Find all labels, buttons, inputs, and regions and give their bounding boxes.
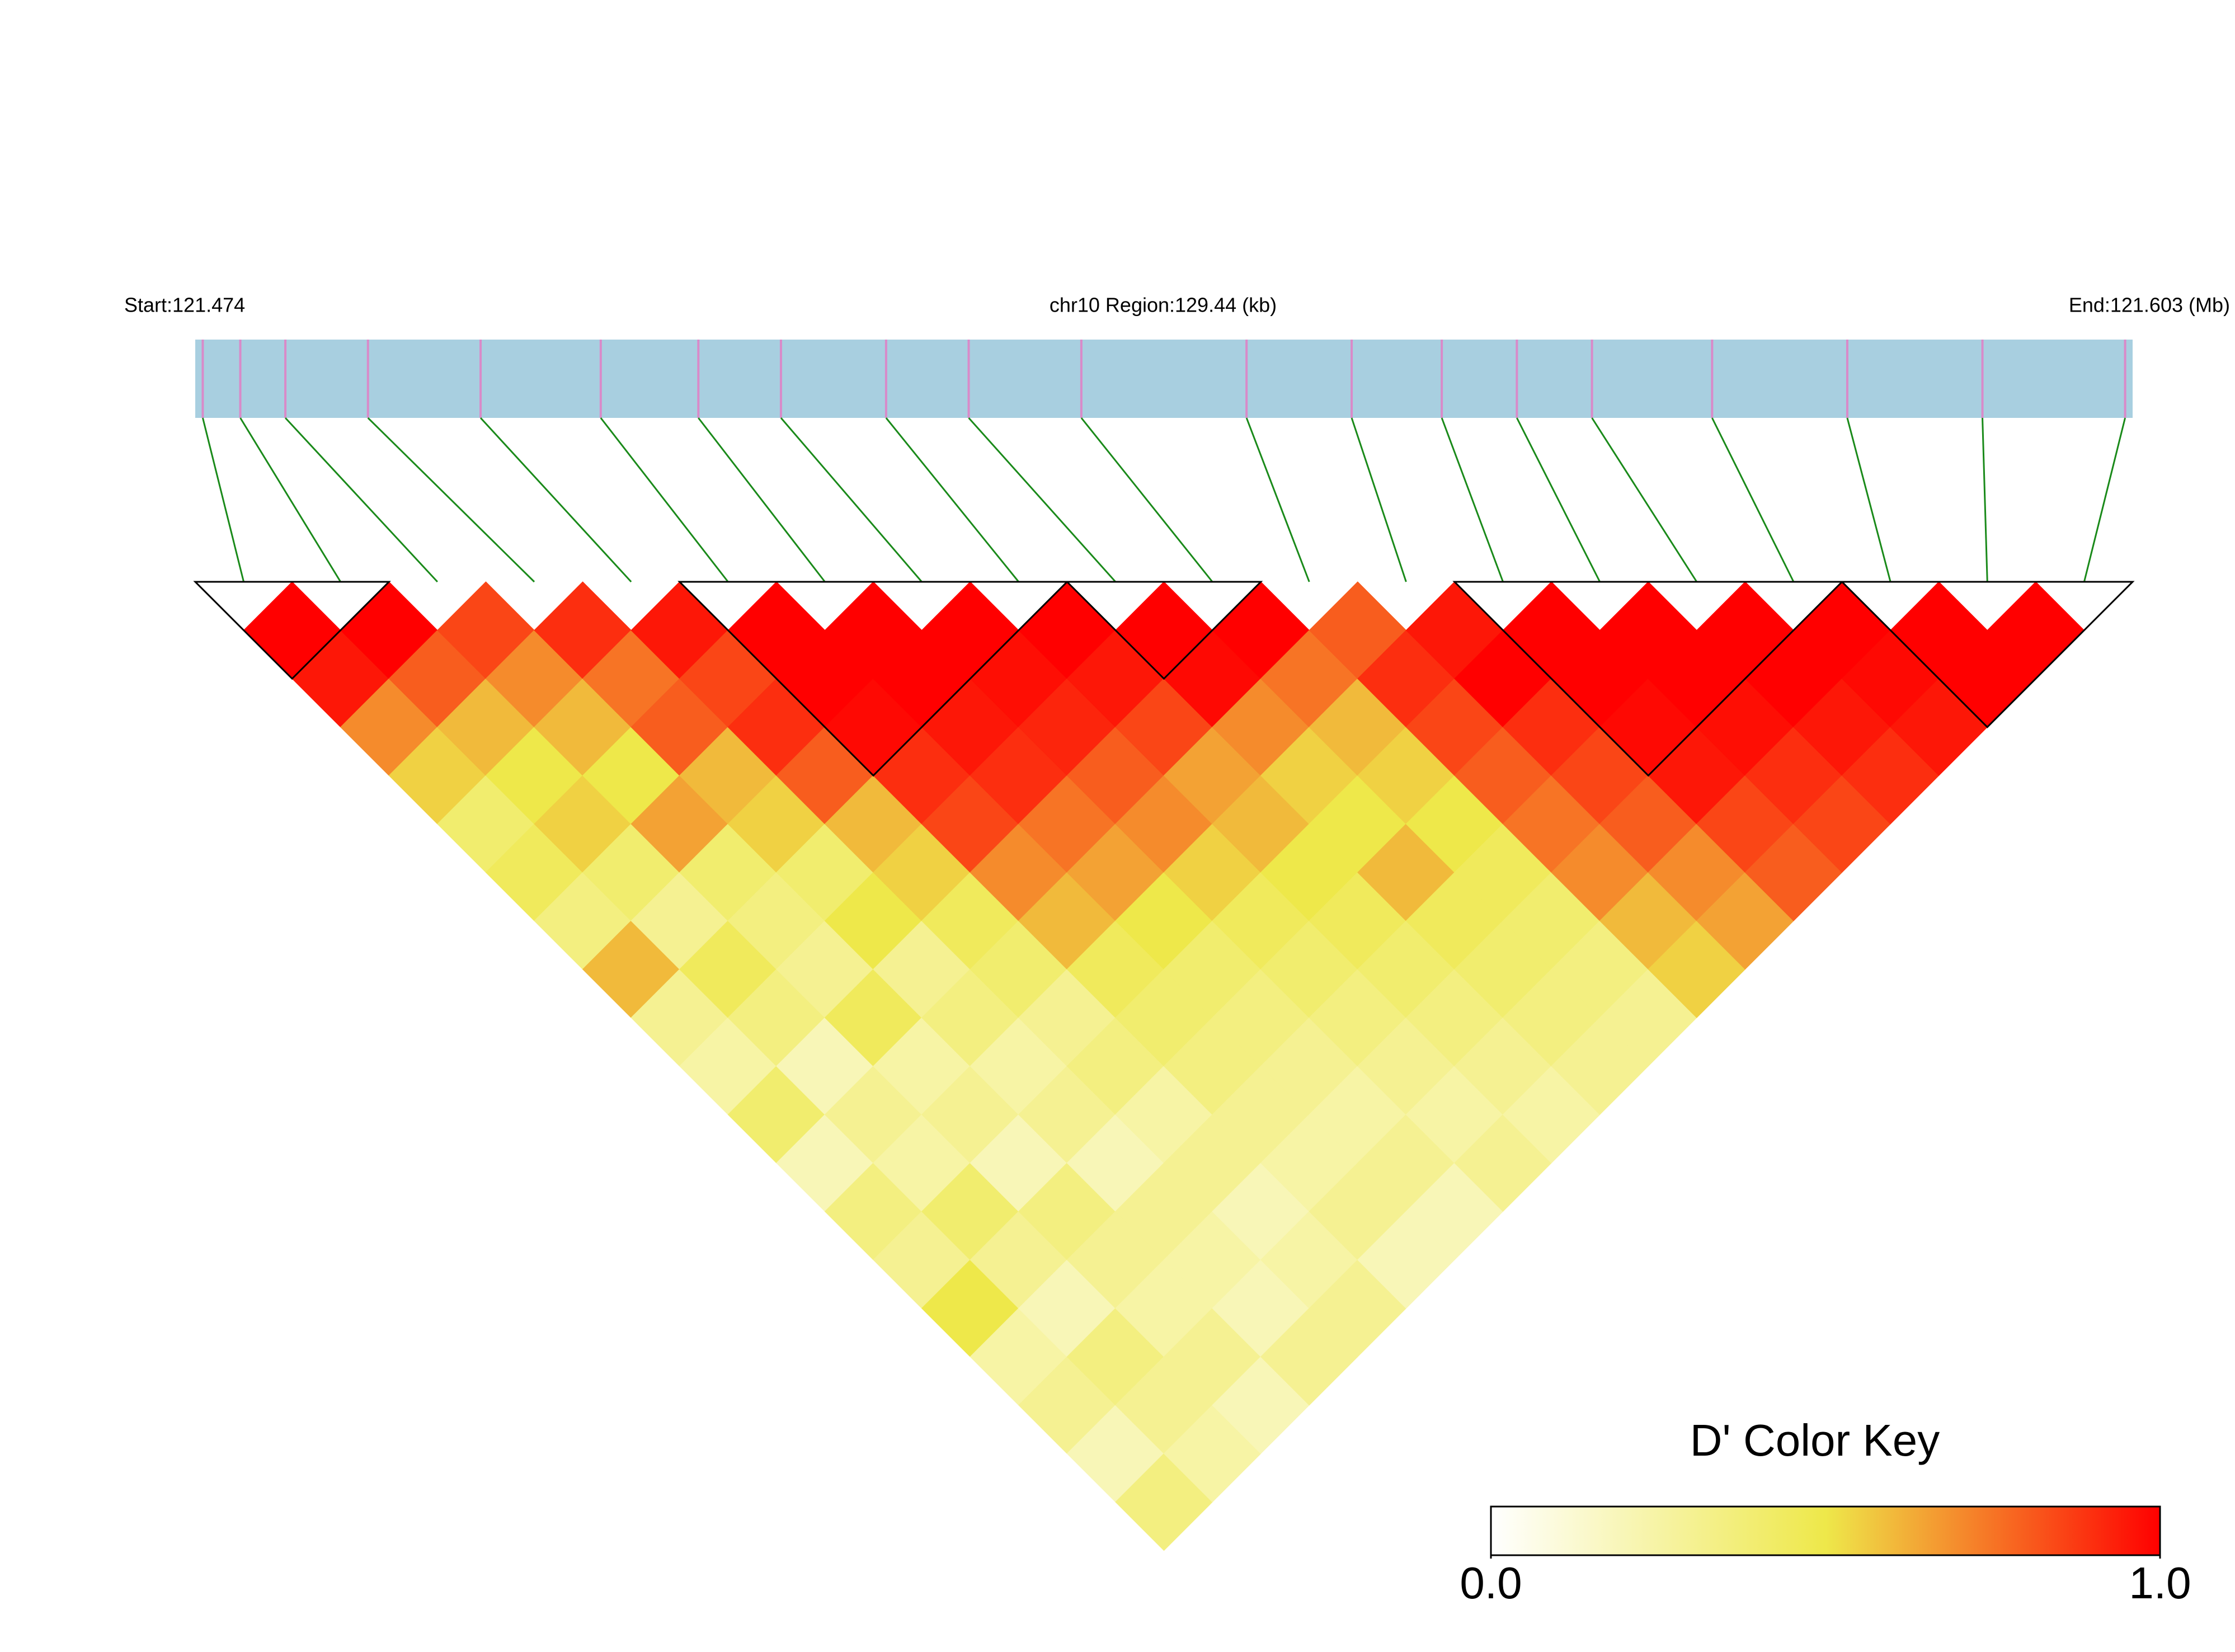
snp-link: [698, 417, 826, 582]
snp-link: [1982, 417, 1988, 582]
colorkey-title: D' Color Key: [1690, 1415, 1940, 1465]
snp-link: [284, 417, 438, 583]
ld-block: [193, 581, 391, 680]
snp-link: [600, 417, 729, 582]
snp-link: [1351, 417, 1407, 582]
snp-link: [201, 417, 245, 582]
start-label: Start:121.474: [124, 294, 245, 317]
snp-link: [2083, 417, 2126, 582]
snp-track: [195, 340, 2133, 418]
snp-link: [1080, 417, 1213, 582]
snp-link: [1245, 417, 1310, 582]
snp-link: [239, 417, 342, 582]
ld-block: [1452, 581, 1845, 777]
ld-block: [1839, 581, 2135, 728]
snp-link: [968, 417, 1117, 583]
ld-block: [1065, 581, 1263, 680]
snp-link: [1846, 417, 1891, 582]
snp-link: [1441, 417, 1504, 582]
snp-link: [780, 417, 923, 582]
snp-link: [479, 417, 632, 583]
end-label: End:121.603 (Mb): [2069, 294, 2230, 317]
ld-block: [677, 581, 1069, 777]
snp-link: [885, 417, 1019, 582]
snp-link: [1591, 417, 1698, 582]
snp-link: [1711, 417, 1795, 582]
region-label: chr10 Region:129.44 (kb): [1050, 294, 1277, 317]
snp-link: [1516, 417, 1601, 582]
colorkey-bar: [1490, 1505, 2161, 1556]
colorkey-tick-label: 1.0: [2129, 1558, 2191, 1608]
colorkey-tick-label: 0.0: [1460, 1558, 1522, 1608]
snp-link: [367, 417, 535, 583]
